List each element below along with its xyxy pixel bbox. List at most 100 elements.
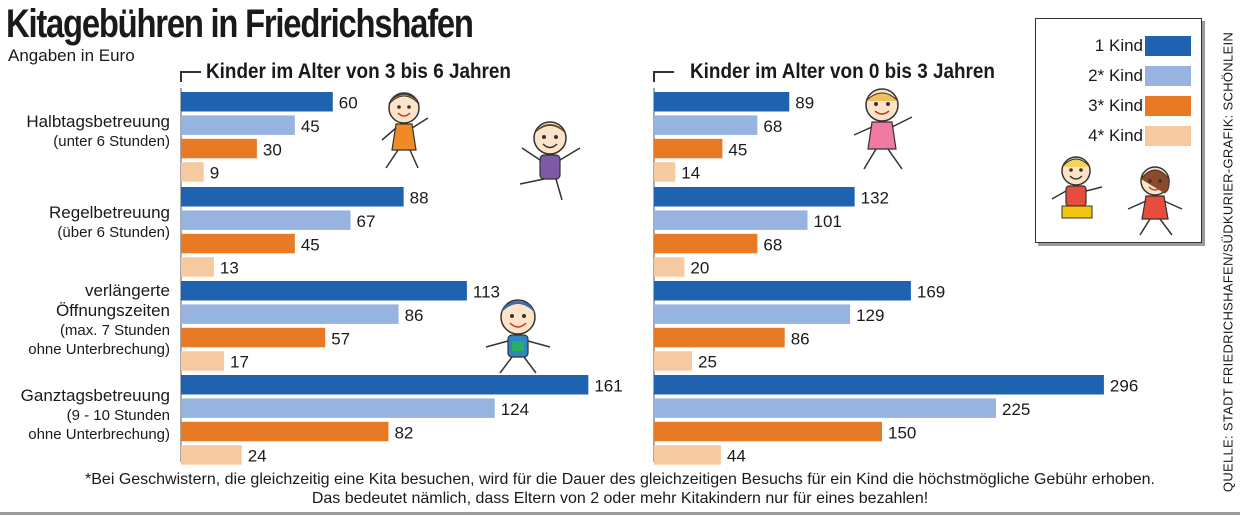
bar-2-kind [654, 304, 851, 324]
value-label: 57 [331, 329, 350, 348]
chart-subtitle: Angaben in Euro [8, 46, 135, 65]
panel-bracket [180, 71, 201, 82]
bar-4-kind [654, 257, 685, 277]
category-label-regel: Regelbetreuung (über 6 Stunden) [0, 203, 170, 242]
category-label-halbtag: Halbtagsbetreuung (unter 6 Stunden) [0, 112, 170, 151]
legend-label: 2* Kind [1088, 66, 1143, 85]
category-name: Regelbetreuung [49, 203, 170, 222]
value-label: 13 [220, 259, 239, 278]
category-subtext-line-2: ohne Unterbrechung) [28, 341, 170, 358]
value-label: 67 [357, 212, 376, 231]
panel-bracket [653, 71, 674, 82]
category-name-line-2: Öffnungszeiten [55, 301, 170, 320]
value-label: 89 [795, 94, 814, 113]
category-label-ganztag: Ganztagsbetreuung (9 - 10 Stunden ohne U… [0, 386, 170, 444]
bottom-rule [0, 512, 1240, 515]
child-brunette-illustration [1127, 166, 1183, 236]
footnote-line-2: Das bedeutet nämlich, dass Eltern von 2 … [311, 490, 929, 507]
value-label: 296 [1110, 377, 1138, 396]
bar-3-kind [181, 327, 326, 348]
legend-swatch [1145, 126, 1191, 146]
bar-1-kind [181, 187, 404, 207]
footnote: *Bei Geschwistern, die gleichzeitig eine… [40, 470, 1200, 508]
bar-1-kind [654, 375, 1104, 395]
value-label: 45 [301, 117, 320, 136]
source-credit: QUELLE: STADT FRIEDRICHSHAFEN/SÜDKURIER-… [1220, 31, 1236, 493]
legend-label: 1 Kind [1094, 36, 1143, 55]
bar-3-kind [654, 421, 882, 442]
legend-swatch [1145, 96, 1191, 116]
bar-2-kind [181, 398, 495, 418]
value-label: 86 [405, 306, 424, 325]
value-label: 45 [301, 235, 320, 254]
value-label: 113 [473, 283, 500, 302]
legend-label: 3* Kind [1088, 96, 1143, 115]
child-boy-sitting-illustration [485, 299, 551, 374]
value-label: 68 [763, 117, 782, 136]
value-label: 45 [728, 140, 747, 159]
child-blond-illustration [1051, 156, 1103, 219]
bar-4-kind [181, 351, 225, 371]
value-label: 88 [410, 189, 429, 208]
bar-3-kind [654, 327, 785, 348]
value-label: 161 [594, 377, 622, 396]
value-label: 82 [394, 423, 413, 442]
legend-item-1-kind: 1 Kind [1036, 34, 1201, 58]
bar-1-kind [654, 281, 911, 301]
legend-swatch [1145, 66, 1191, 86]
bar-2-kind [181, 210, 351, 230]
category-label-verlaengert: verlängerte Öffnungszeiten (max. 7 Stund… [0, 281, 170, 359]
bar-2-kind [181, 115, 295, 135]
category-subtext: (über 6 Stunden) [57, 224, 170, 241]
category-subtext: (unter 6 Stunden) [53, 133, 170, 150]
bar-3-kind [181, 421, 389, 442]
bar-4-kind [181, 257, 214, 277]
value-label: 101 [814, 212, 842, 231]
category-name: Halbtagsbetreuung [26, 112, 170, 131]
bar-1-kind [181, 92, 333, 112]
bar-3-kind [181, 138, 257, 159]
value-label: 9 [210, 164, 219, 183]
value-label: 30 [263, 140, 282, 159]
legend: 1 Kind 2* Kind 3* Kind 4* Kind [1035, 18, 1202, 243]
bar-1-kind [181, 375, 589, 395]
bar-1-kind [181, 281, 467, 301]
value-label: 14 [681, 164, 700, 183]
footnote-line-1: *Bei Geschwistern, die gleichzeitig eine… [85, 471, 1155, 488]
bar-1-kind [654, 187, 855, 207]
legend-item-4-kind: 4* Kind [1036, 124, 1201, 148]
bar-2-kind [654, 210, 808, 230]
child-girl-illustration [381, 92, 429, 169]
bar-4-kind [654, 445, 721, 465]
bar-3-kind [181, 233, 295, 254]
category-subtext: (9 - 10 Stunden [66, 407, 170, 424]
child-girl-pink-illustration [853, 88, 913, 170]
legend-item-3-kind: 3* Kind [1036, 94, 1201, 118]
category-subtext: (max. 7 Stunden [59, 322, 170, 339]
value-label: 225 [1002, 400, 1030, 419]
bar-3-kind [654, 138, 723, 159]
value-label: 17 [230, 353, 249, 372]
bar-2-kind [181, 304, 399, 324]
group-title-0-3: Kinder im Alter von 0 bis 3 Jahren [690, 60, 995, 83]
chart-title: Kitagebühren in Friedrichshafen [6, 2, 474, 46]
bar-2-kind [654, 115, 758, 135]
bar-4-kind [181, 162, 204, 182]
bar-3-kind [654, 233, 758, 254]
legend-item-2-kind: 2* Kind [1036, 64, 1201, 88]
value-label: 24 [248, 447, 267, 466]
value-label: 150 [888, 423, 916, 442]
child-boy-jumping-illustration [519, 121, 581, 201]
bar-4-kind [181, 445, 242, 465]
group-title-3-6: Kinder im Alter von 3 bis 6 Jahren [206, 60, 511, 83]
value-label: 132 [861, 189, 889, 208]
category-name: Ganztagsbetreuung [20, 386, 170, 405]
bar-2-kind [654, 398, 996, 418]
legend-label: 4* Kind [1088, 126, 1143, 145]
value-label: 124 [501, 400, 529, 419]
legend-swatch [1145, 36, 1191, 56]
bar-4-kind [654, 162, 676, 182]
value-label: 129 [856, 306, 884, 325]
value-label: 25 [698, 353, 717, 372]
